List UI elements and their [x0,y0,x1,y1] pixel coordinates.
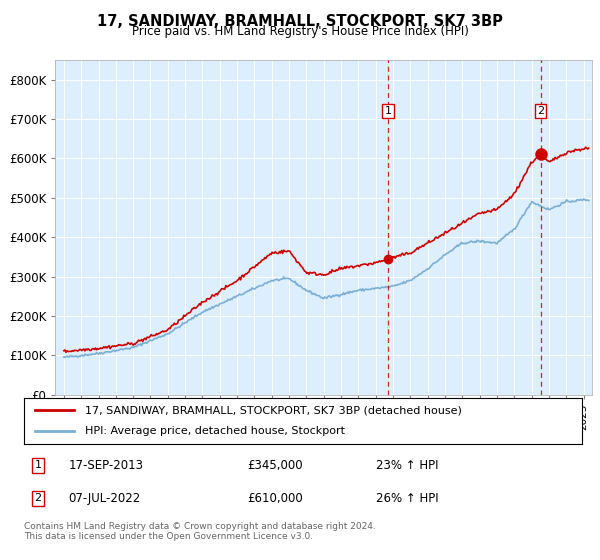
Text: £345,000: £345,000 [247,459,303,472]
Text: 26% ↑ HPI: 26% ↑ HPI [376,492,438,505]
Text: 17-SEP-2013: 17-SEP-2013 [68,459,143,472]
Text: Contains HM Land Registry data © Crown copyright and database right 2024.
This d: Contains HM Land Registry data © Crown c… [24,522,376,542]
Text: 2: 2 [34,493,41,503]
Text: HPI: Average price, detached house, Stockport: HPI: Average price, detached house, Stoc… [85,426,346,436]
Text: Price paid vs. HM Land Registry's House Price Index (HPI): Price paid vs. HM Land Registry's House … [131,25,469,38]
Text: 1: 1 [385,106,392,116]
Text: 23% ↑ HPI: 23% ↑ HPI [376,459,438,472]
Text: 2: 2 [537,106,544,116]
Text: 17, SANDIWAY, BRAMHALL, STOCKPORT, SK7 3BP (detached house): 17, SANDIWAY, BRAMHALL, STOCKPORT, SK7 3… [85,405,462,416]
Text: £610,000: £610,000 [247,492,303,505]
Text: 17, SANDIWAY, BRAMHALL, STOCKPORT, SK7 3BP: 17, SANDIWAY, BRAMHALL, STOCKPORT, SK7 3… [97,14,503,29]
Text: 1: 1 [34,460,41,470]
Text: 07-JUL-2022: 07-JUL-2022 [68,492,141,505]
